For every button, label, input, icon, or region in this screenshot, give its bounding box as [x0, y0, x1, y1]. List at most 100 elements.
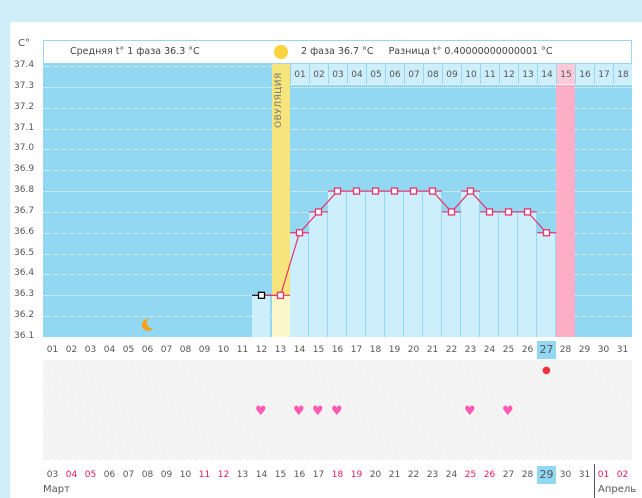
- calendar-date-label[interactable]: 18: [331, 470, 344, 480]
- cycle-day-label[interactable]: 27: [537, 341, 556, 359]
- heart-icon[interactable]: ♥: [293, 404, 305, 419]
- phase2-text: 2 фаза 36.7 °C: [301, 46, 374, 57]
- calendar-date-label[interactable]: 20: [369, 470, 382, 480]
- calendar-date-label[interactable]: 08: [141, 470, 154, 480]
- cycle-day-label[interactable]: 13: [274, 345, 287, 355]
- cycle-day-label[interactable]: 08: [179, 345, 192, 355]
- y-tick-label: 36.3: [14, 289, 35, 300]
- calendar-date-label[interactable]: 11: [198, 470, 211, 480]
- cycle-day-label[interactable]: 17: [350, 345, 363, 355]
- cycle-day-label[interactable]: 04: [103, 345, 116, 355]
- calendar-date-label[interactable]: 07: [122, 470, 135, 480]
- temperature-column: [499, 211, 518, 337]
- cycle-day-label[interactable]: 11: [236, 345, 249, 355]
- cycle-day-label[interactable]: 19: [388, 345, 401, 355]
- calendar-date-label[interactable]: 16: [293, 470, 306, 480]
- calendar-date-label[interactable]: 13: [236, 470, 249, 480]
- temperature-column: [309, 211, 328, 337]
- cycle-day-label[interactable]: 24: [483, 345, 496, 355]
- phase2-day-cell: 07: [404, 64, 423, 84]
- cycle-day-label[interactable]: 21: [426, 345, 439, 355]
- temperature-column: [252, 295, 271, 337]
- phase2-day-cell: 06: [385, 64, 404, 84]
- heart-icon[interactable]: ♥: [502, 404, 514, 419]
- y-tick-label: 36.6: [14, 226, 35, 237]
- temperature-column: [461, 191, 480, 337]
- cycle-day-label[interactable]: 20: [407, 345, 420, 355]
- calendar-date-label[interactable]: 14: [255, 470, 268, 480]
- calendar-date-label[interactable]: 17: [312, 470, 325, 480]
- calendar-date-label[interactable]: 28: [521, 470, 534, 480]
- heart-icon[interactable]: ♥: [255, 404, 267, 419]
- calendar-date-label[interactable]: 12: [217, 470, 230, 480]
- calendar-date-label[interactable]: 24: [445, 470, 458, 480]
- cycle-day-label[interactable]: 06: [141, 345, 154, 355]
- cycle-day-label[interactable]: 22: [445, 345, 458, 355]
- phase2-day-row: 01 02 03 04 05 06 07 08 09 10 11 12 13 14 15 16 17 18: [290, 64, 632, 85]
- phase2-day-cell: 05: [366, 64, 385, 84]
- month-march: Март: [43, 484, 70, 495]
- calendar-date-label[interactable]: 22: [407, 470, 420, 480]
- cycle-day-label[interactable]: 31: [616, 345, 629, 355]
- cycle-day-label[interactable]: 03: [84, 345, 97, 355]
- ovulation-label: ОВУЛЯЦИЯ: [274, 72, 284, 128]
- cycle-day-label[interactable]: 26: [521, 345, 534, 355]
- calendar-date-label[interactable]: 21: [388, 470, 401, 480]
- heart-icon[interactable]: ♥: [331, 404, 343, 419]
- notes-area: [43, 360, 632, 460]
- cycle-day-label[interactable]: 28: [559, 345, 572, 355]
- calendar-date-label[interactable]: 23: [426, 470, 439, 480]
- phase2-day-cell: 11: [480, 64, 499, 84]
- y-tick-label: 36.7: [14, 205, 35, 216]
- y-tick-label: 37.3: [14, 80, 35, 91]
- calendar-date-label[interactable]: 30: [559, 470, 572, 480]
- cycle-day-label[interactable]: 02: [65, 345, 78, 355]
- cycle-day-label[interactable]: 07: [160, 345, 173, 355]
- calendar-date-label[interactable]: 25: [464, 470, 477, 480]
- y-tick-label: 36.5: [14, 247, 35, 258]
- calendar-date-label[interactable]: 31: [578, 470, 591, 480]
- cycle-day-label[interactable]: 10: [217, 345, 230, 355]
- month-separator: [594, 464, 595, 498]
- cycle-day-label[interactable]: 01: [46, 345, 59, 355]
- y-tick-label: 37.0: [14, 143, 35, 154]
- cycle-day-label[interactable]: 14: [293, 345, 306, 355]
- phase2-average: 2 фаза 36.7 °C Разница t° 0.400000000000…: [301, 46, 552, 57]
- calendar-date-label[interactable]: 26: [483, 470, 496, 480]
- cycle-day-label[interactable]: 23: [464, 345, 477, 355]
- heart-icon[interactable]: ♥: [464, 404, 476, 419]
- calendar-date-label[interactable]: 15: [274, 470, 287, 480]
- phase2-day-cell: 02: [309, 64, 328, 84]
- temperature-column: [442, 211, 461, 337]
- calendar-date-label[interactable]: 05: [84, 470, 97, 480]
- temperature-column: [537, 232, 556, 337]
- cycle-day-label[interactable]: 05: [122, 345, 135, 355]
- cycle-day-label[interactable]: 29: [578, 345, 591, 355]
- cycle-day-label[interactable]: 25: [502, 345, 515, 355]
- sun-icon: [274, 45, 288, 59]
- calendar-date-label[interactable]: 04: [65, 470, 78, 480]
- temperature-column: [480, 211, 499, 337]
- phase2-day-cell: 10: [461, 64, 480, 84]
- ovulation-column-fill: [272, 295, 290, 337]
- cycle-day-label[interactable]: 18: [369, 345, 382, 355]
- phase2-day-cell: 16: [575, 64, 594, 84]
- plot-area: [43, 64, 632, 337]
- cycle-day-label[interactable]: 09: [198, 345, 211, 355]
- phase2-day-cell: 13: [518, 64, 537, 84]
- heart-icon[interactable]: ♥: [312, 404, 324, 419]
- calendar-date-label[interactable]: 09: [160, 470, 173, 480]
- cycle-day-label[interactable]: 30: [597, 345, 610, 355]
- calendar-date-label[interactable]: 01: [597, 470, 610, 480]
- calendar-date-label[interactable]: 03: [46, 470, 59, 480]
- calendar-date-label[interactable]: 27: [502, 470, 515, 480]
- cycle-day-label[interactable]: 15: [312, 345, 325, 355]
- calendar-date-label[interactable]: 10: [179, 470, 192, 480]
- cycle-day-label[interactable]: 12: [255, 345, 268, 355]
- blood-drop-icon[interactable]: ●: [542, 365, 551, 376]
- cycle-day-label[interactable]: 16: [331, 345, 344, 355]
- calendar-date-label[interactable]: 02: [616, 470, 629, 480]
- calendar-date-label[interactable]: 19: [350, 470, 363, 480]
- calendar-date-label[interactable]: 29: [537, 466, 556, 484]
- calendar-date-label[interactable]: 06: [103, 470, 116, 480]
